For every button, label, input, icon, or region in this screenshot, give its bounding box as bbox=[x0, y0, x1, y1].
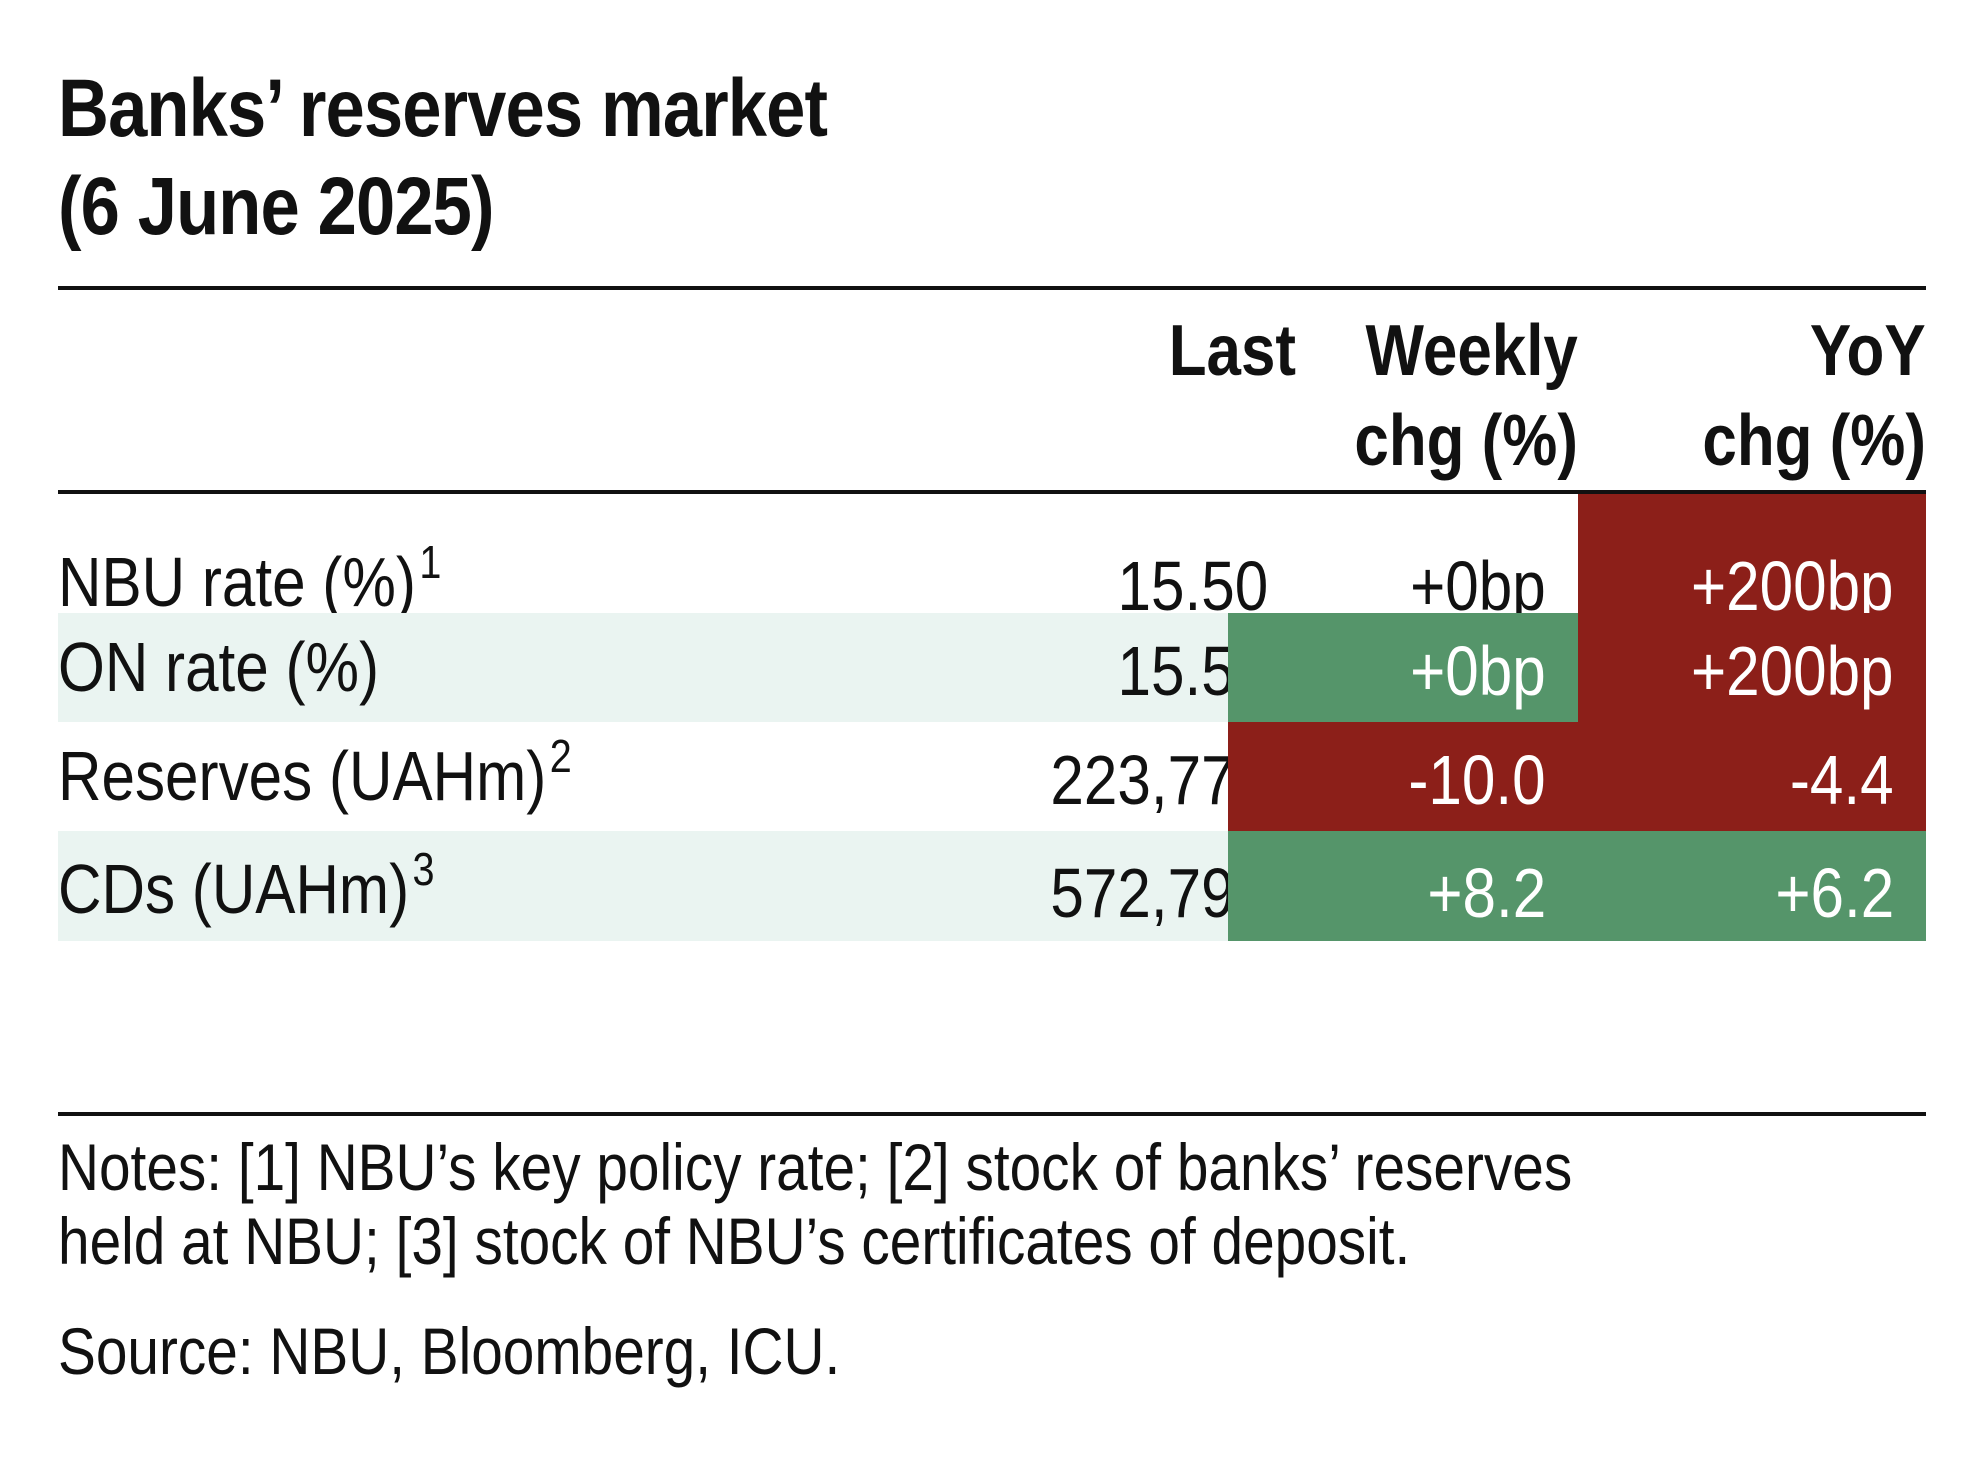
bottom-rule bbox=[58, 1112, 1926, 1116]
weekly-change-cell-value: -10.0 bbox=[1408, 741, 1546, 819]
row-label-text: NBU rate (%) bbox=[58, 543, 416, 621]
yoy-change-cell: -4.4 bbox=[1578, 722, 1926, 831]
row-label: CDs (UAHm)3 bbox=[58, 831, 1228, 941]
last-cell-value: 15.50 bbox=[1117, 547, 1268, 625]
weekly-change-cell: +8.2 bbox=[1228, 831, 1578, 941]
column-header-weekly: Weekly chg (%) bbox=[1354, 311, 1578, 481]
weekly-change-cell-value: +0bp bbox=[1410, 547, 1546, 625]
title-line-2: (6 June 2025) bbox=[58, 161, 495, 252]
yoy-change-cell-value: -4.4 bbox=[1790, 741, 1894, 819]
footnote-marker: 3 bbox=[412, 843, 435, 895]
table-row: NBU rate (%)1 15.50 +0bp +200bp bbox=[58, 494, 1926, 625]
header-rule bbox=[58, 490, 1926, 494]
table-row: CDs (UAHm)3 572,793 +8.2 +6.2 bbox=[58, 831, 1926, 941]
last-cell: 15.50 bbox=[978, 613, 1268, 722]
row-label-text: Reserves (UAHm) bbox=[58, 737, 547, 815]
yoy-change-cell: +200bp bbox=[1578, 494, 1926, 625]
top-rule bbox=[58, 286, 1926, 290]
row-label-text: CDs (UAHm) bbox=[58, 850, 410, 928]
notes-line-1: Notes: [1] NBU’s key policy rate; [2] st… bbox=[58, 1130, 1573, 1204]
footnotes: Notes: [1] NBU’s key policy rate; [2] st… bbox=[58, 1130, 1950, 1278]
weekly-change-cell: +0bp bbox=[1228, 494, 1578, 625]
weekly-change-cell-value: +8.2 bbox=[1427, 854, 1546, 932]
yoy-change-cell-value: +200bp bbox=[1691, 547, 1894, 625]
column-header-row: Last Weekly chg (%) YoY chg (%) bbox=[58, 306, 1926, 481]
column-header-yoy: YoY chg (%) bbox=[1702, 311, 1926, 481]
title-line-1: Banks’ reserves market bbox=[58, 63, 828, 154]
row-label: ON rate (%) bbox=[58, 613, 1228, 722]
yoy-change-cell: +6.2 bbox=[1578, 831, 1926, 941]
last-cell: 15.50 bbox=[978, 494, 1268, 625]
yoy-change-cell-value: +200bp bbox=[1691, 632, 1894, 710]
row-label-text: ON rate (%) bbox=[58, 628, 380, 706]
footnote-marker: 2 bbox=[549, 730, 572, 782]
table-figure: Banks’ reserves market (6 June 2025) Las… bbox=[58, 60, 1926, 1388]
column-header-last: Last bbox=[1168, 311, 1296, 391]
row-label: Reserves (UAHm)2 bbox=[58, 722, 1228, 831]
weekly-change-cell: +0bp bbox=[1228, 613, 1578, 722]
last-cell: 223,771 bbox=[978, 722, 1268, 831]
footnote-marker: 1 bbox=[419, 536, 442, 588]
weekly-change-cell-value: +0bp bbox=[1410, 632, 1546, 710]
chart-title: Banks’ reserves market (6 June 2025) bbox=[58, 60, 1664, 256]
yoy-change-cell: +200bp bbox=[1578, 613, 1926, 722]
weekly-change-cell: -10.0 bbox=[1228, 722, 1578, 831]
table-row: ON rate (%) 15.50 +0bp +200bp bbox=[58, 613, 1926, 722]
row-label: NBU rate (%)1 bbox=[58, 494, 1228, 621]
table-row: Reserves (UAHm)2 223,771 -10.0 -4.4 bbox=[58, 722, 1926, 831]
yoy-change-cell-value: +6.2 bbox=[1775, 854, 1894, 932]
notes-line-2: held at NBU; [3] stock of NBU’s certific… bbox=[58, 1204, 1411, 1278]
source-note: Source: NBU, Bloomberg, ICU. bbox=[58, 1314, 841, 1388]
last-cell: 572,793 bbox=[978, 831, 1268, 941]
